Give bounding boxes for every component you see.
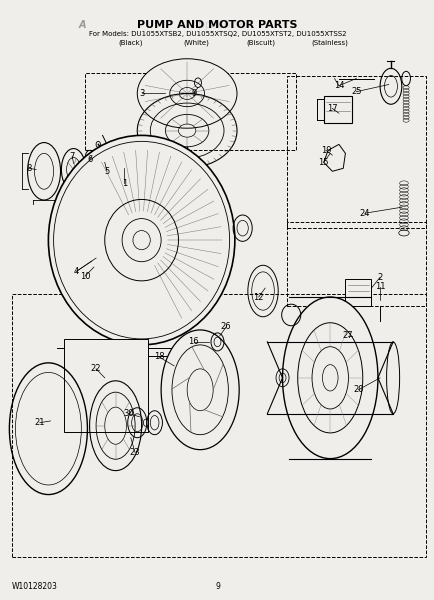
Text: 18: 18 xyxy=(153,352,164,361)
Text: 9: 9 xyxy=(214,581,220,590)
Bar xyxy=(63,339,148,431)
Polygon shape xyxy=(323,145,345,171)
Bar xyxy=(286,76,424,228)
Text: 6: 6 xyxy=(87,155,92,164)
Bar xyxy=(85,73,295,151)
Text: 19: 19 xyxy=(320,146,330,155)
Text: 21: 21 xyxy=(34,418,45,427)
Text: 2: 2 xyxy=(377,273,382,282)
Bar xyxy=(286,222,424,306)
Text: 22: 22 xyxy=(91,364,101,373)
Text: 26: 26 xyxy=(220,322,231,331)
Text: 12: 12 xyxy=(253,293,263,302)
Text: 25: 25 xyxy=(350,87,361,96)
Bar xyxy=(345,279,371,306)
Ellipse shape xyxy=(48,136,234,345)
Text: 9: 9 xyxy=(191,89,196,98)
Ellipse shape xyxy=(161,330,239,449)
Bar xyxy=(12,294,424,557)
Text: 27: 27 xyxy=(342,331,352,340)
Text: (Biscuit): (Biscuit) xyxy=(246,40,275,46)
Text: 10: 10 xyxy=(80,272,90,281)
Text: 24: 24 xyxy=(359,209,369,218)
Text: 15: 15 xyxy=(318,158,328,167)
Text: 4: 4 xyxy=(74,267,79,276)
Text: 16: 16 xyxy=(188,337,198,346)
Text: 23: 23 xyxy=(129,448,140,457)
Text: 1: 1 xyxy=(122,179,127,188)
Ellipse shape xyxy=(282,297,377,458)
Text: (White): (White) xyxy=(182,40,208,46)
Text: 14: 14 xyxy=(333,81,343,90)
Text: 11: 11 xyxy=(374,283,385,292)
Text: 8: 8 xyxy=(26,164,32,173)
Text: PUMP AND MOTOR PARTS: PUMP AND MOTOR PARTS xyxy=(137,20,297,29)
Text: 30: 30 xyxy=(123,409,134,418)
Text: 5: 5 xyxy=(104,167,109,176)
Text: 20: 20 xyxy=(352,385,363,394)
Ellipse shape xyxy=(137,59,237,128)
Text: W10128203: W10128203 xyxy=(12,581,57,590)
Text: 7: 7 xyxy=(69,152,75,161)
Text: (Black): (Black) xyxy=(118,40,143,46)
Text: A: A xyxy=(79,20,86,29)
Bar xyxy=(323,97,351,124)
Text: 17: 17 xyxy=(326,104,337,113)
Text: (Stainless): (Stainless) xyxy=(311,40,348,46)
Text: For Models: DU1055XTSB2, DU1055XTSQ2, DU1055XTST2, DU1055XTSS2: For Models: DU1055XTSB2, DU1055XTSQ2, DU… xyxy=(89,31,345,37)
Text: 3: 3 xyxy=(138,89,144,98)
Text: Appliance: Appliance xyxy=(191,20,243,29)
